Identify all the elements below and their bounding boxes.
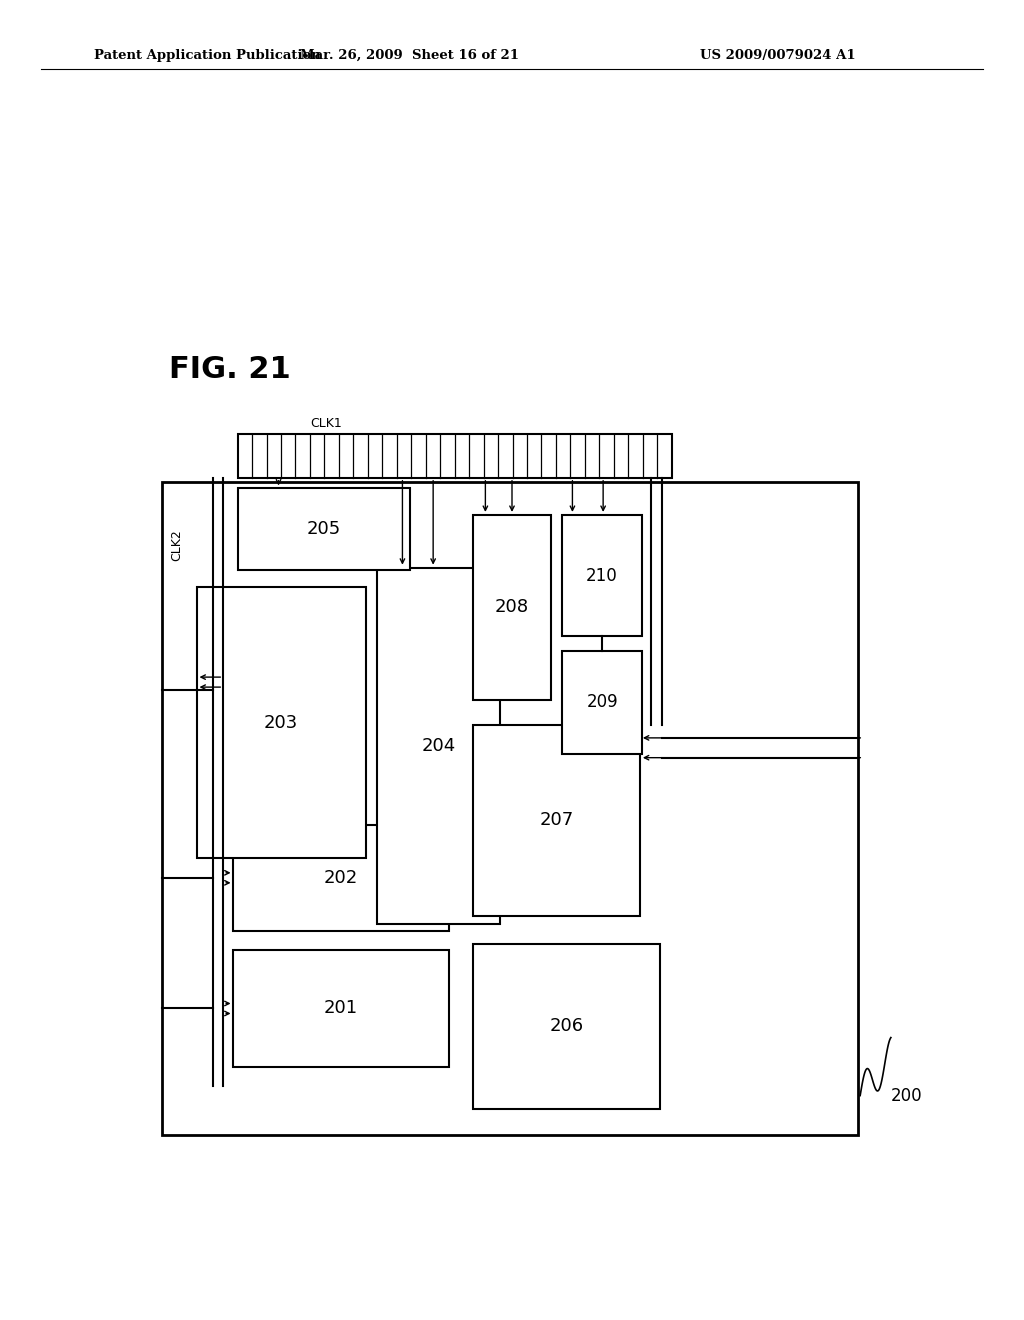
Text: 208: 208 (495, 598, 529, 616)
Text: CLK1: CLK1 (309, 417, 342, 430)
Bar (473, 944, 660, 1109)
Bar (238, 488, 410, 570)
Text: 205: 205 (306, 520, 341, 539)
Text: 204: 204 (421, 737, 456, 755)
Text: 206: 206 (550, 1018, 584, 1035)
Text: 201: 201 (324, 999, 358, 1018)
Text: 207: 207 (540, 812, 573, 829)
Text: 210: 210 (586, 566, 618, 585)
Text: 202: 202 (324, 869, 358, 887)
Bar (233, 825, 449, 931)
Text: Patent Application Publication: Patent Application Publication (94, 49, 321, 62)
Bar (562, 651, 642, 754)
Text: Mar. 26, 2009  Sheet 16 of 21: Mar. 26, 2009 Sheet 16 of 21 (300, 49, 519, 62)
Bar (233, 950, 449, 1067)
Bar (197, 587, 366, 858)
Bar (473, 725, 640, 916)
Text: FIG. 21: FIG. 21 (169, 355, 291, 384)
Bar (473, 515, 551, 700)
Text: CLK2: CLK2 (171, 529, 183, 561)
Bar (238, 434, 672, 478)
Bar (162, 482, 858, 1135)
Text: US 2009/0079024 A1: US 2009/0079024 A1 (700, 49, 856, 62)
Text: 200: 200 (891, 1086, 923, 1105)
Bar (377, 568, 500, 924)
Text: 203: 203 (264, 714, 298, 731)
Bar (562, 515, 642, 636)
Text: 209: 209 (587, 693, 617, 711)
